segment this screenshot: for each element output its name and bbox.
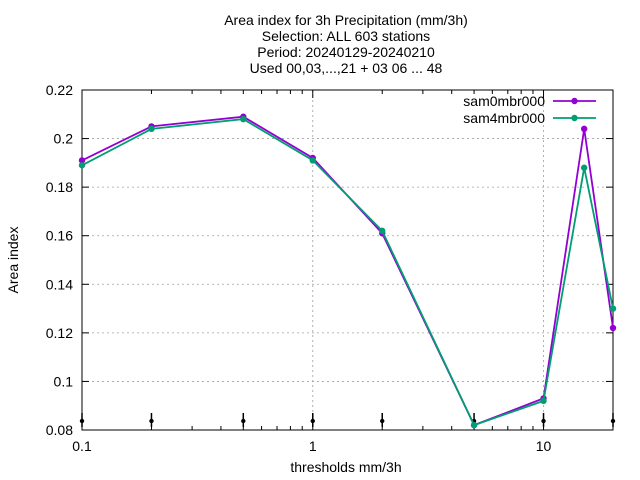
series-line-sam4mbr000: [81, 118, 614, 427]
threshold-marker-dot: [541, 418, 546, 424]
data-point-sam4mbr000: [580, 164, 588, 171]
threshold-marker-dot: [149, 418, 154, 424]
data-point-sam4mbr000: [309, 157, 316, 164]
x-axis-label: thresholds mm/3h: [290, 459, 401, 475]
data-point-sam0mbr000: [580, 125, 588, 133]
threshold-markers: [79, 413, 616, 427]
legend-label-sam4mbr000: sam4mbr000: [463, 110, 545, 126]
threshold-marker-dot: [79, 418, 85, 424]
title-line-3: Period: 20240129-20240210: [257, 44, 435, 60]
y-axis-label: Area index: [5, 227, 21, 294]
series-lines: [78, 113, 617, 429]
data-point-sam4mbr000: [78, 162, 86, 169]
title-line-1: Area index for 3h Precipitation (mm/3h): [224, 12, 468, 28]
y-tick-label: 0.08: [46, 422, 73, 438]
threshold-marker-dot: [310, 418, 315, 424]
legend-marker-sam4mbr000: [571, 114, 578, 122]
x-tick-label: 1: [309, 438, 317, 454]
chart-title: Area index for 3h Precipitation (mm/3h) …: [224, 12, 468, 76]
x-tick-label: 0.1: [72, 438, 92, 454]
series-line-sam0mbr000: [81, 115, 614, 427]
title-line-2: Selection: ALL 603 stations: [262, 28, 430, 44]
data-point-sam0mbr000: [609, 324, 617, 332]
data-point-sam0mbr000: [78, 157, 86, 164]
threshold-marker-dot: [241, 418, 246, 424]
axes: [81, 89, 614, 431]
y-tick-label: 0.22: [46, 82, 73, 98]
y-tick-label: 0.1: [54, 373, 74, 389]
threshold-marker-dot: [610, 418, 616, 424]
data-point-sam4mbr000: [240, 115, 247, 123]
y-tick-label: 0.12: [46, 325, 73, 341]
y-tick-label: 0.14: [46, 276, 73, 292]
legend-marker-sam0mbr000: [571, 97, 578, 105]
y-tick-label: 0.16: [46, 228, 73, 244]
y-tick-label: 0.18: [46, 179, 73, 195]
data-point-sam4mbr000: [148, 125, 155, 133]
grid: [82, 90, 613, 430]
threshold-marker-dot: [380, 418, 385, 424]
tick-labels: 0.080.10.120.140.160.180.20.220.1 1 10: [46, 82, 552, 454]
plot-frame: [81, 89, 614, 431]
x-tick-label: 10: [536, 438, 552, 454]
y-tick-label: 0.2: [54, 131, 74, 147]
legend-label-sam0mbr000: sam0mbr000: [463, 93, 545, 109]
title-line-4: Used 00,03,...,21 + 03 06 ... 48: [250, 60, 443, 76]
data-point-sam4mbr000: [540, 397, 547, 405]
data-point-sam4mbr000: [470, 421, 478, 429]
data-point-sam4mbr000: [609, 305, 617, 312]
data-point-sam4mbr000: [379, 227, 386, 235]
